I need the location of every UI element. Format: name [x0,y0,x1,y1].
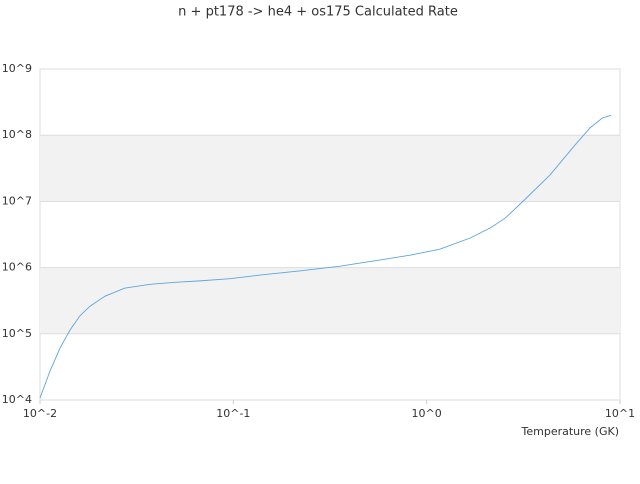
y-tick-label: 10^5 [2,327,32,340]
y-tick-label: 10^8 [2,128,32,141]
y-tick-label: 10^6 [2,261,32,274]
y-tick-label: 10^7 [2,194,32,207]
y-tick-label: 10^4 [2,393,32,406]
grid-band [40,135,620,202]
data-line [39,114,612,399]
chart-title: n + pt178 -> he4 + os175 Calculated Rate [178,5,458,20]
plot-area [39,68,621,401]
y-tick-label: 10^9 [2,62,32,75]
x-tick-label: 10^1 [605,407,635,420]
x-axis-label: Temperature (GK) [521,425,620,438]
x-tick-label: 10^-2 [23,407,57,420]
x-tick-label: 10^0 [412,407,442,420]
grid-band [40,267,620,334]
x-tick-label: 10^-1 [216,407,250,420]
